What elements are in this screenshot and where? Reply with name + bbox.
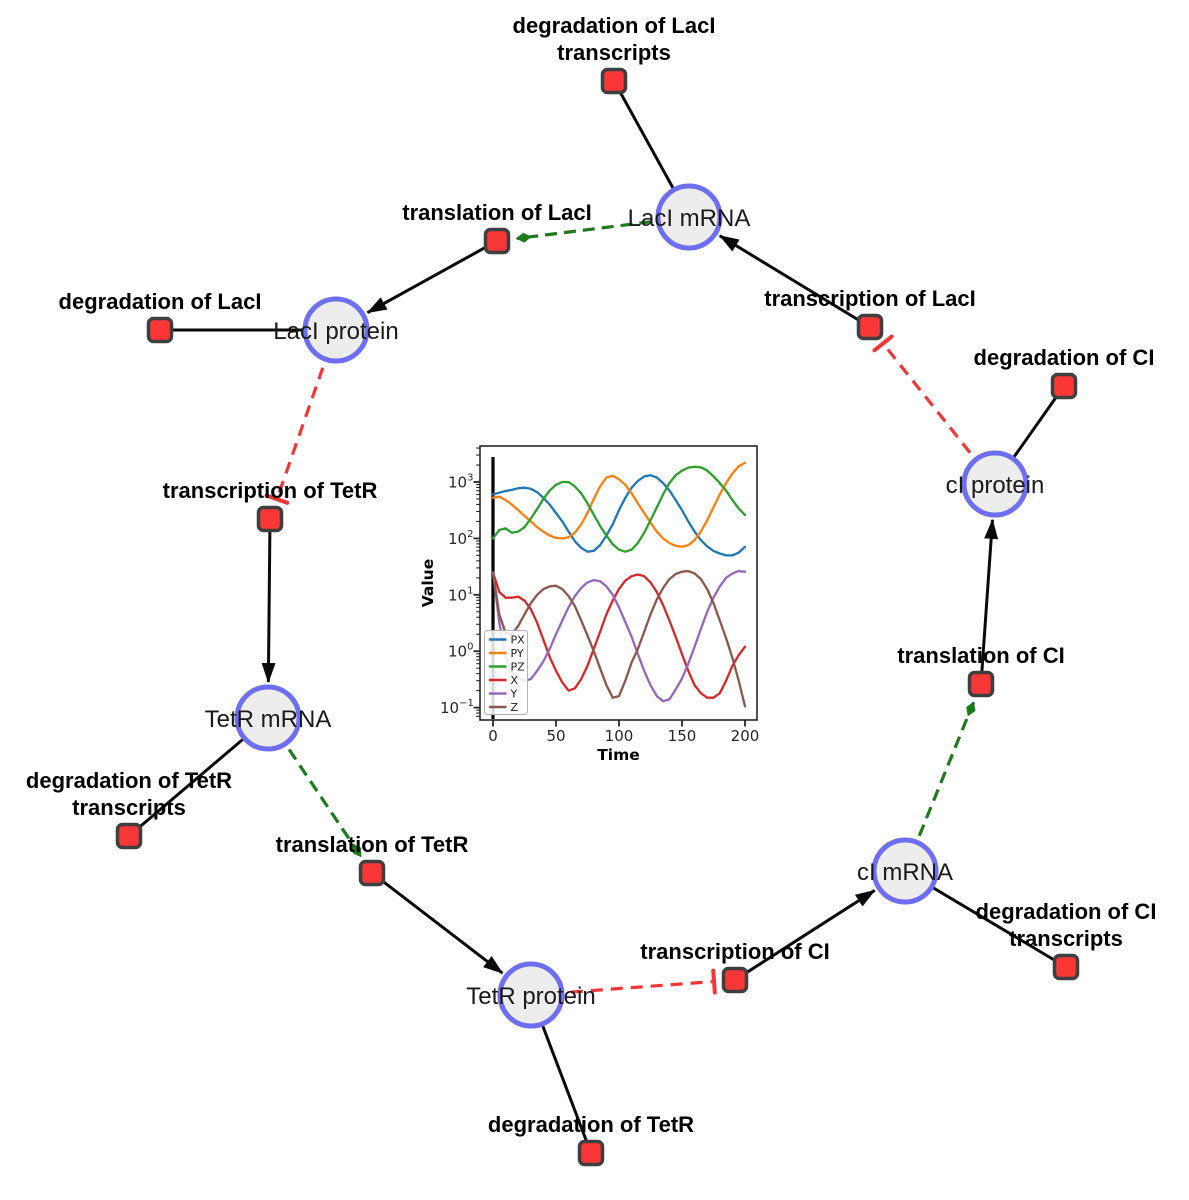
reaction-label-deg-tetr-transcripts-line2: transcripts <box>72 795 186 820</box>
legend-label-PY: PY <box>511 647 524 660</box>
reaction-label-deg-ci-transcripts-line1: degradation of CI <box>976 899 1157 924</box>
species-node-laci-protein[interactable] <box>302 296 370 364</box>
species-node-ci-mrna[interactable] <box>871 837 939 905</box>
inhibition-tbar-transcription-tetr <box>264 493 290 505</box>
x-tick-label: 200 <box>731 727 760 745</box>
x-tick-label: 0 <box>488 727 498 745</box>
reaction-node-deg-tetr[interactable] <box>577 1139 605 1167</box>
reaction-node-deg-laci[interactable] <box>146 316 174 344</box>
edge-translation-tetr-tetr-protein <box>371 871 504 975</box>
y-tick-label: 102 <box>448 529 473 548</box>
y-tick-label: 100 <box>448 642 473 661</box>
x-tick-label: 100 <box>605 727 634 745</box>
edge-translation-laci-laci-protein <box>366 239 498 314</box>
edge-transcription-ci-ci-mrna <box>734 889 876 982</box>
reaction-node-deg-tetr-transcripts[interactable] <box>115 822 143 850</box>
species-node-tetr-mrna[interactable] <box>234 684 302 752</box>
y-axis-label: Value <box>419 559 437 607</box>
labels-layer: LacI mRNA LacI protein TetR mRNA TetR prote… <box>26 13 1157 1137</box>
edge-transcription-tetr-tetr-mrna <box>261 518 276 684</box>
reaction-label-translation-ci-line1: translation of CI <box>897 643 1064 668</box>
inhibition-tbar-transcription-laci <box>872 334 894 353</box>
y-tick-label: 101 <box>448 585 473 604</box>
reaction-label-transcription-ci-line1: transcription of CI <box>640 939 829 964</box>
y-tick-label: 10−1 <box>440 698 474 717</box>
x-tick-label: 50 <box>546 727 565 745</box>
nodes-layer <box>115 67 1080 1167</box>
reaction-node-transcription-ci[interactable] <box>721 966 749 994</box>
series-line-PX <box>491 474 747 557</box>
species-label-laci-protein: LacI protein <box>273 318 398 345</box>
reaction-node-deg-ci[interactable] <box>1050 372 1078 400</box>
reaction-node-deg-laci-transcripts[interactable] <box>600 67 628 95</box>
reaction-node-transcription-laci[interactable] <box>856 313 884 341</box>
series-line-PZ <box>491 465 747 553</box>
species-label-laci-mrna: LacI mRNA <box>628 205 751 232</box>
reaction-label-deg-ci-line1: degradation of CI <box>974 345 1155 370</box>
species-label-tetr-mrna: TetR mRNA <box>205 706 332 733</box>
x-tick-label: 150 <box>668 727 697 745</box>
species-node-laci-mrna[interactable] <box>655 183 723 251</box>
reaction-label-transcription-laci-line1: transcription of LacI <box>764 286 975 311</box>
series-line-PY <box>491 461 747 548</box>
axes-spines <box>479 445 758 721</box>
inhibition-tbar-transcription-ci <box>711 968 717 995</box>
y-tick-label: 103 <box>448 473 473 492</box>
series-line-Y <box>491 569 747 703</box>
legend-label-Y: Y <box>510 688 518 701</box>
reaction-label-translation-laci-line1: translation of LacI <box>402 200 591 225</box>
reaction-node-translation-ci[interactable] <box>967 670 995 698</box>
reaction-node-translation-tetr[interactable] <box>358 859 386 887</box>
reaction-node-deg-ci-transcripts[interactable] <box>1052 953 1080 981</box>
edges-layer <box>128 80 1067 1154</box>
legend-label-X: X <box>511 674 519 687</box>
reaction-node-transcription-tetr[interactable] <box>256 505 284 533</box>
series-line-X <box>491 571 747 699</box>
legend-label-Z: Z <box>511 701 519 714</box>
species-label-ci-mrna: cI mRNA <box>857 859 953 886</box>
x-axis-label: Time <box>597 746 640 764</box>
species-node-tetr-protein[interactable] <box>497 961 565 1029</box>
reaction-label-deg-laci-transcripts-line2: transcripts <box>557 40 671 65</box>
reaction-label-deg-laci-transcripts-line1: degradation of LacI <box>513 13 716 38</box>
reaction-label-transcription-tetr-line1: transcription of TetR <box>163 478 378 503</box>
series-line-Z <box>491 569 747 708</box>
reaction-node-translation-laci[interactable] <box>483 227 511 255</box>
species-node-ci-protein[interactable] <box>961 450 1029 518</box>
reaction-label-deg-tetr-transcripts-line1: degradation of TetR <box>26 768 232 793</box>
edge-translation-ci-ci-protein <box>979 518 999 685</box>
edge-transcription-laci-laci-mrna <box>718 234 871 329</box>
legend-label-PZ: PZ <box>511 661 526 674</box>
species-label-ci-protein: cI protein <box>946 472 1045 499</box>
reaction-label-deg-ci-transcripts-line2: transcripts <box>1009 926 1123 951</box>
legend-label-PX: PX <box>511 634 526 647</box>
species-label-tetr-protein: TetR protein <box>466 983 595 1010</box>
reaction-label-translation-tetr-line1: translation of TetR <box>276 832 469 857</box>
reaction-label-deg-tetr-line1: degradation of TetR <box>488 1112 694 1137</box>
reaction-label-deg-laci-line1: degradation of LacI <box>59 289 262 314</box>
